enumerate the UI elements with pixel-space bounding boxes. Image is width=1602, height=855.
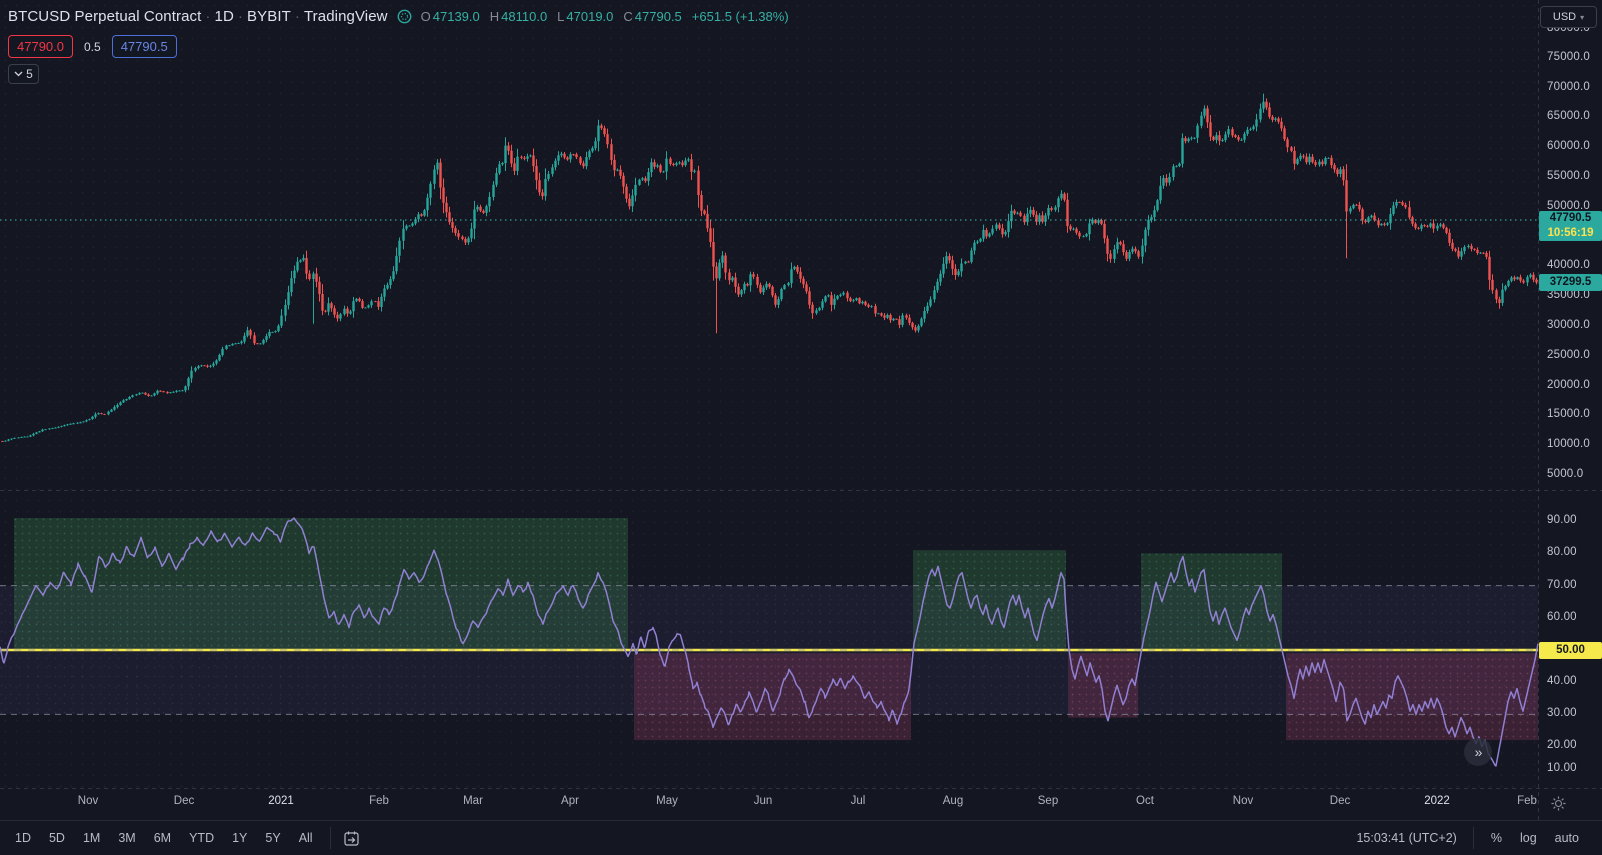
spread-value: 0.5 (84, 39, 101, 54)
data-source-icon (397, 9, 412, 24)
time-tick-label: 2022 (1424, 795, 1450, 807)
bar-countdown: 10:56:19 (1547, 227, 1594, 239)
percent-scale-button[interactable]: % (1490, 831, 1502, 845)
range-button-ytd[interactable]: YTD (189, 831, 215, 845)
ohlc-item: O 47139.0 (420, 8, 480, 24)
ohlc-values: O 47139.0 H 48110.0 L 47019.0 C 47790.5 +651.5 (… (421, 9, 789, 24)
go-to-date-button[interactable] (339, 827, 365, 849)
chart-legend: BTCUSD Perpetual Contract · 1D · BYBIT · Tradi… (8, 4, 789, 84)
currency-dropdown[interactable]: USD ▾ (1540, 6, 1597, 28)
exchange-label: BYBIT (247, 7, 291, 25)
time-tick-label: Nov (1232, 795, 1254, 807)
range-button-1m[interactable]: 1M (82, 831, 101, 845)
range-button-6m[interactable]: 6M (153, 831, 172, 845)
calendar-icon (344, 831, 359, 846)
separator: · (237, 7, 243, 25)
price-tick-label: 60000.0 (1547, 140, 1590, 152)
clock-timezone[interactable]: 15:03:41 (UTC+2) (1356, 831, 1457, 845)
price-tick-label: 60.00 (1547, 611, 1577, 623)
price-tick-label: 20.00 (1547, 739, 1577, 751)
price-tick-label: 15000.0 (1547, 408, 1590, 420)
price-tick-label: 25000.0 (1547, 349, 1590, 361)
price-tick-label: 35000.0 (1547, 289, 1590, 301)
toolbar-divider (1472, 827, 1474, 849)
price-tick-label: 55000.0 (1547, 170, 1590, 182)
price-tick-label: 10000.0 (1547, 438, 1590, 450)
range-button-all[interactable]: All (298, 831, 313, 845)
time-tick-label: Apr (561, 795, 579, 807)
price-tick-label: 70.00 (1547, 579, 1577, 591)
ohlc-item: H 48110.0 (489, 8, 548, 24)
candlestick-series (1, 93, 1538, 443)
time-tick-label: Feb (369, 795, 389, 807)
price-tick-label: 30000.0 (1547, 319, 1590, 331)
time-tick-label: Aug (942, 795, 964, 807)
price-tick-label: 50000.0 (1547, 200, 1590, 212)
time-tick-label: Jun (753, 795, 773, 807)
chevron-down-icon: ▾ (1580, 12, 1585, 22)
time-tick-label: Mar (463, 795, 483, 807)
interval-label[interactable]: 1D (214, 7, 234, 25)
time-tick-label: Sep (1037, 795, 1059, 807)
time-tick-label: 2021 (268, 795, 294, 807)
ohlc-item: L 47019.0 (557, 8, 614, 24)
range-button-1d[interactable]: 1D (15, 831, 31, 845)
collapsed-count: 5 (26, 67, 33, 81)
time-tick-label: Feb (1517, 795, 1537, 807)
axis-settings-gear-icon[interactable] (1548, 793, 1568, 813)
sell-button[interactable]: 47790.0 (8, 35, 73, 58)
time-tick-label: Dec (173, 795, 195, 807)
symbol-name[interactable]: BTCUSD Perpetual Contract (8, 7, 202, 25)
symbol-title[interactable]: BTCUSD Perpetual Contract · 1D · BYBIT · Tradi… (8, 8, 388, 25)
time-tick-label: Jul (850, 795, 866, 807)
provider-label: TradingView (303, 7, 388, 25)
last-close-tag: 37299.5 (1539, 274, 1602, 291)
time-tick-label: May (656, 795, 678, 807)
price-axis[interactable]: 80000.0 75000.0 70000.0 65000.0 60000.0 55000… (1538, 0, 1602, 788)
auto-scale-button[interactable]: auto (1554, 831, 1579, 845)
change-value: +651.5 (+1.38%) (691, 8, 789, 24)
price-tick-label: 75000.0 (1547, 51, 1590, 63)
current-price-value: 47790.5 (1549, 212, 1592, 224)
range-selector: 1D 5D 1M 3M 6M YTD 1Y 5Y All (0, 827, 365, 849)
range-button-1y[interactable]: 1Y (232, 831, 248, 845)
chevron-down-icon (14, 71, 23, 77)
price-tick-label: 20000.0 (1547, 379, 1590, 391)
log-scale-button[interactable]: log (1519, 831, 1537, 845)
toolbar-right: 15:03:41 (UTC+2) % log auto (1348, 827, 1602, 849)
order-panel: 47790.0 0.5 47790.5 (8, 35, 789, 58)
separator: · (205, 7, 211, 25)
time-axis[interactable]: Nov Dec 2021 Feb Mar Apr May Jun Jul Aug Sep Oct Nov… (0, 788, 1538, 820)
price-tick-label: 10.00 (1547, 762, 1577, 774)
price-tick-label: 65000.0 (1547, 110, 1590, 122)
rsi-50-level-tag: 50.00 (1539, 642, 1602, 659)
range-button-5y[interactable]: 5Y (265, 831, 281, 845)
price-tick-label: 30.00 (1547, 707, 1577, 719)
legend-collapse-button[interactable]: 5 (8, 64, 39, 84)
price-tick-label: 80.00 (1547, 546, 1577, 558)
rsi-line (0, 517, 1539, 767)
time-tick-label: Dec (1329, 795, 1351, 807)
buy-button[interactable]: 47790.5 (111, 35, 177, 58)
pane-dividers (0, 0, 1602, 820)
price-tick-label: 40.00 (1547, 675, 1577, 687)
range-buttons: 1D 5D 1M 3M 6M YTD 1Y 5Y All (6, 827, 322, 849)
price-tick-label: 70000.0 (1547, 81, 1590, 93)
scroll-to-realtime-button[interactable]: » (1464, 738, 1492, 766)
current-price-tag: 47790.5 10:56:19 (1539, 211, 1602, 241)
time-tick-label: Oct (1136, 795, 1154, 807)
range-button-3m[interactable]: 3M (118, 831, 136, 845)
toolbar-divider (329, 827, 331, 849)
ohlc-item: C 47790.5 (623, 8, 682, 24)
range-button-5d[interactable]: 5D (48, 831, 65, 845)
price-tick-label: 40000.0 (1547, 259, 1590, 271)
bottom-toolbar: 1D 5D 1M 3M 6M YTD 1Y 5Y All 15:03:41 (UTC+2) % … (0, 820, 1602, 855)
time-tick-label: Nov (77, 795, 99, 807)
currency-label: USD (1552, 11, 1577, 23)
price-tick-label: 90.00 (1547, 514, 1577, 526)
separator: · (294, 7, 300, 25)
price-tick-label: 5000.0 (1547, 468, 1584, 480)
